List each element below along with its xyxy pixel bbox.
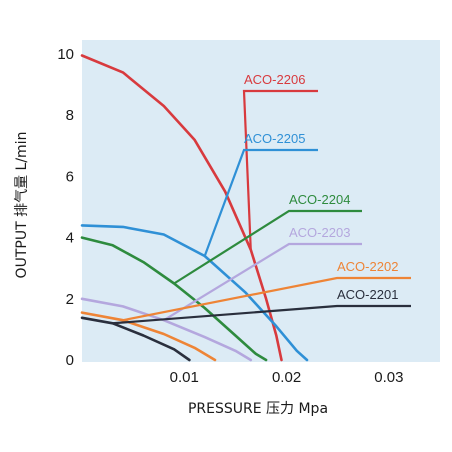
y-tick-label: 4 <box>66 230 74 247</box>
series-label: ACO-2201 <box>337 287 398 302</box>
x-axis-title: PRESSURE 压力 Mpa <box>188 401 328 417</box>
curve-aco-2204 <box>80 236 268 362</box>
y-tick-label: 2 <box>66 291 74 308</box>
label-leader <box>203 148 318 257</box>
label-leader <box>173 209 362 285</box>
plot-background <box>82 40 440 362</box>
series-label: ACO-2204 <box>289 192 350 207</box>
label-leader <box>112 304 411 325</box>
x-tick-label: 0.02 <box>272 369 301 386</box>
label-layer: ACO-2206 ACO-2205 ACO-2204 ACO-2203 ACO-2202… <box>112 72 411 325</box>
label-leader <box>122 276 411 322</box>
y-tick-label: 10 <box>57 46 74 63</box>
y-tick-label: 8 <box>66 107 74 124</box>
axes: 0 2 4 6 8 10 0.01 0.02 0.03 <box>57 46 403 386</box>
y-axis-title: OUTPUT 排气量 L/min <box>14 132 30 279</box>
label-leader <box>163 242 362 322</box>
curve-aco-2201 <box>80 316 191 362</box>
series-label: ACO-2205 <box>244 131 305 146</box>
curve-aco-2203 <box>80 297 253 362</box>
y-tick-label: 6 <box>66 168 74 185</box>
x-tick-label: 0.03 <box>374 369 403 386</box>
series-label: ACO-2203 <box>289 225 350 240</box>
curve-aco-2205 <box>80 224 309 362</box>
series-label: ACO-2206 <box>244 72 305 87</box>
curve-layer <box>80 54 309 362</box>
series-label: ACO-2202 <box>337 259 398 274</box>
label-leader <box>242 89 318 250</box>
x-tick-label: 0.01 <box>170 369 199 386</box>
curve-aco-2202 <box>80 311 217 362</box>
y-tick-label: 0 <box>66 352 74 369</box>
